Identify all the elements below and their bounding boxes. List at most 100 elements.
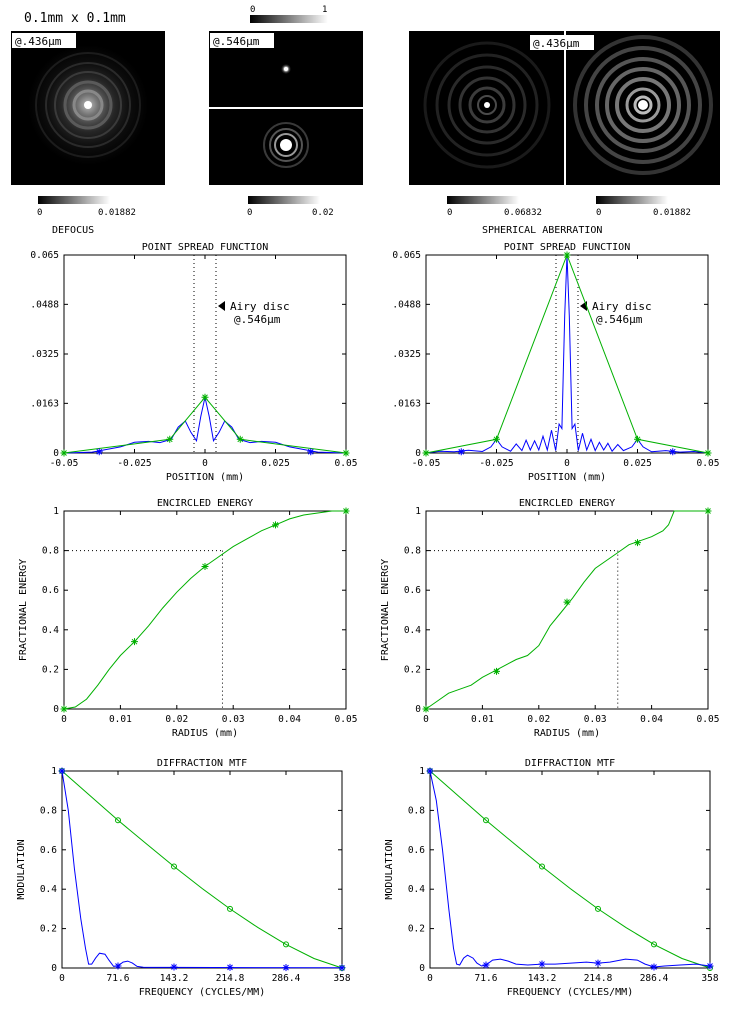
svg-text:0: 0	[247, 208, 252, 218]
green-series-marker	[493, 667, 500, 675]
blue-series-marker	[95, 448, 103, 456]
spherical-psf-image: @.436µm	[409, 31, 720, 185]
green-series-marker	[539, 863, 545, 870]
ee_right-chart: ENCIRCLED ENERGY RADIUS (mm) FRACTIONAL EN…	[380, 498, 719, 739]
green-series-marker	[236, 435, 244, 443]
caption-spherical: SPHERICAL ABERRATION	[482, 225, 602, 236]
blue-series-marker	[426, 767, 434, 775]
blue-series-marker	[706, 962, 714, 970]
y-tick-label: 1	[53, 506, 59, 517]
blue-series-marker	[307, 448, 315, 456]
mtf_right-chart: DIFFRACTION MTF FREQUENCY (CYCLES/MM) MODU…	[384, 758, 719, 998]
x-tick-label: 0.05	[697, 714, 720, 725]
green-series-marker	[422, 449, 430, 457]
y-tick-label: 0	[53, 448, 59, 459]
colorbar-1: 0 0.01882	[37, 196, 136, 218]
svg-text:0: 0	[37, 208, 42, 218]
y-tick-label: 0.2	[40, 924, 57, 935]
y-tick-label: 0	[415, 448, 421, 459]
y-tick-label: 0	[51, 963, 57, 974]
x-tick-label: 358	[333, 973, 350, 984]
blue-series-marker	[114, 962, 122, 970]
chart-title: DIFFRACTION MTF	[525, 758, 615, 769]
blue-series-line	[61, 770, 343, 969]
blue-series-marker	[226, 963, 234, 971]
x-tick-label: 0.01	[109, 714, 132, 725]
green-series-marker	[201, 562, 209, 570]
y-tick-label: 0	[419, 963, 425, 974]
x-tick-label: 0	[564, 458, 570, 469]
y-tick-label: .0325	[30, 349, 59, 360]
x-tick-label: -0.025	[479, 458, 513, 469]
green-series-marker	[704, 507, 712, 515]
colorbar-4: 0 0.01882	[596, 196, 691, 218]
mtf_left-chart: DIFFRACTION MTF FREQUENCY (CYCLES/MM) MODU…	[16, 758, 351, 998]
airy-disc-label: Airy disc	[230, 300, 290, 313]
spherical-wavelength-label: @.436µm	[533, 37, 580, 50]
y-tick-label: .0163	[392, 398, 421, 409]
green-series-marker	[342, 507, 350, 515]
blue-series-marker	[669, 448, 677, 456]
svg-text:0.06832: 0.06832	[504, 208, 542, 218]
green-series-line	[425, 510, 708, 710]
svg-text:0.01882: 0.01882	[653, 208, 691, 218]
green-series-marker	[227, 905, 233, 912]
y-tick-label: 0.8	[408, 805, 425, 816]
green-series-marker	[595, 905, 601, 912]
blue-series-marker	[594, 959, 602, 967]
airy-disc-arrow	[217, 301, 225, 311]
x-tick-label: -0.05	[412, 458, 441, 469]
airy-wavelength-label: @.546µm	[213, 35, 260, 48]
blue-series-marker	[457, 448, 465, 456]
y-tick-label: 0.4	[40, 884, 57, 895]
green-series-marker	[563, 598, 571, 606]
scale-label: 0.1mm x 0.1mm	[24, 11, 126, 26]
y-tick-label: 1	[415, 506, 421, 517]
y-tick-label: 0.065	[392, 250, 421, 261]
top-colorbar-min: 0	[250, 5, 255, 15]
blue-series-marker	[482, 961, 490, 969]
x-tick-label: 143.2	[160, 973, 189, 984]
caption-defocus: DEFOCUS	[52, 225, 94, 236]
defocus-psf-image: @.436µm	[11, 31, 165, 185]
x-tick-label: 0.04	[640, 714, 663, 725]
x-tick-label: 71.6	[107, 973, 130, 984]
x-tick-label: 0.04	[278, 714, 301, 725]
defocus-wavelength-label: @.436µm	[15, 35, 62, 48]
green-series-line	[63, 396, 347, 454]
svg-text:0.01882: 0.01882	[98, 208, 136, 218]
plot-frame	[429, 770, 711, 969]
y-tick-label: 0.8	[40, 805, 57, 816]
green-series-marker	[422, 705, 430, 713]
green-series-marker	[342, 449, 350, 457]
psf_left-chart: POINT SPREAD FUNCTION POSITION (mm) -0.05 -…	[30, 242, 357, 483]
x-tick-label: 214.8	[216, 973, 245, 984]
plot-frame	[425, 510, 709, 710]
x-tick-label: 0.02	[165, 714, 188, 725]
green-series-marker	[634, 435, 641, 443]
x-tick-label: -0.05	[50, 458, 79, 469]
chart-title: ENCIRCLED ENERGY	[519, 498, 615, 509]
airy-spot-images: @.546µm	[209, 31, 363, 185]
x-tick-label: 214.8	[584, 973, 613, 984]
x-tick-label: 0	[59, 973, 65, 984]
x-axis-label: POSITION (mm)	[166, 472, 244, 483]
y-tick-label: 0.065	[30, 250, 59, 261]
x-axis-label: RADIUS (mm)	[172, 728, 238, 739]
plot-frame	[63, 510, 347, 710]
x-tick-label: 0	[423, 714, 429, 725]
plot-frame	[425, 254, 709, 454]
ee_left-chart: ENCIRCLED ENERGY RADIUS (mm) FRACTIONAL EN…	[18, 498, 357, 739]
x-tick-label: 0.025	[261, 458, 290, 469]
x-tick-label: 0	[61, 714, 67, 725]
chart-title: ENCIRCLED ENERGY	[157, 498, 253, 509]
green-series-marker	[166, 435, 174, 443]
y-axis-label: MODULATION	[16, 839, 27, 899]
y-tick-label: 0	[415, 704, 421, 715]
x-axis-label: POSITION (mm)	[528, 472, 606, 483]
y-tick-label: .0163	[30, 398, 59, 409]
x-tick-label: 0.05	[697, 458, 720, 469]
x-axis-label: FREQUENCY (CYCLES/MM)	[507, 987, 633, 998]
x-tick-label: 0.01	[471, 714, 494, 725]
y-tick-label: 0.4	[404, 625, 421, 636]
